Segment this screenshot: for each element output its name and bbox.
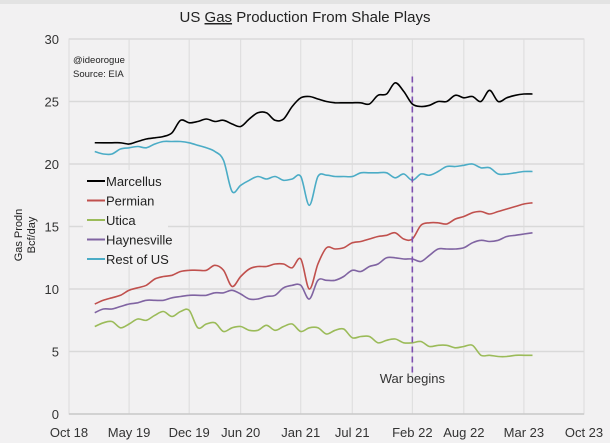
series-lines xyxy=(94,82,533,358)
y-tick-label: 15 xyxy=(45,220,59,235)
y-tick-label: 25 xyxy=(45,95,59,110)
legend-label: Permian xyxy=(106,194,154,209)
x-tick-label: Aug 22 xyxy=(443,425,484,440)
source-text: Source: EIA xyxy=(73,69,124,80)
legend-label: Haynesville xyxy=(106,233,172,248)
x-tick-label: Oct 23 xyxy=(565,425,603,440)
legend-box xyxy=(83,170,168,265)
y-tick-label: 30 xyxy=(45,32,59,47)
chart-title: US Gas Production From Shale Plays xyxy=(180,9,431,26)
y-axis-label-line1: Gas Prodn xyxy=(13,209,25,262)
y-tick-label: 0 xyxy=(52,407,59,422)
war-annotation: War begins xyxy=(380,76,446,386)
y-tick-labels: 0 5 10 15 20 25 30 xyxy=(45,32,59,422)
window-top-band xyxy=(0,0,610,4)
x-tick-label: Jul 21 xyxy=(335,425,370,440)
y-tick-label: 5 xyxy=(52,345,59,360)
x-tick-labels: Oct 18 May 19 Dec 19 Jun 20 Jan 21 Jul 21 Feb … xyxy=(50,425,603,440)
credit-text: @ideorogue xyxy=(73,55,125,66)
series-line-utica xyxy=(94,308,533,358)
legend-label: Rest of US xyxy=(106,252,169,267)
legend-label: Utica xyxy=(106,213,136,228)
x-tick-label: Mar 23 xyxy=(504,425,544,440)
series-line-rest-of-us xyxy=(94,140,533,207)
legend-label: Marcellus xyxy=(106,174,162,189)
x-tick-label: Jun 20 xyxy=(221,425,260,440)
x-tick-label: May 19 xyxy=(108,425,151,440)
y-tick-label: 10 xyxy=(45,282,59,297)
y-axis-label: Gas Prodn Bcf/day xyxy=(13,209,38,262)
legend: Marcellus Permian Utica Haynesville Rest of … xyxy=(83,170,172,267)
series-line-permian xyxy=(94,202,533,305)
x-tick-label: Dec 19 xyxy=(169,425,210,440)
y-axis-label-line2: Bcf/day xyxy=(26,216,38,253)
war-begins-label: War begins xyxy=(380,371,446,386)
x-tick-label: Oct 18 xyxy=(50,425,88,440)
series-line-marcellus xyxy=(94,82,533,145)
y-tick-label: 20 xyxy=(45,157,59,172)
x-tick-label: Feb 22 xyxy=(392,425,432,440)
x-tick-label: Jan 21 xyxy=(281,425,320,440)
series-line-haynesville xyxy=(94,232,533,314)
